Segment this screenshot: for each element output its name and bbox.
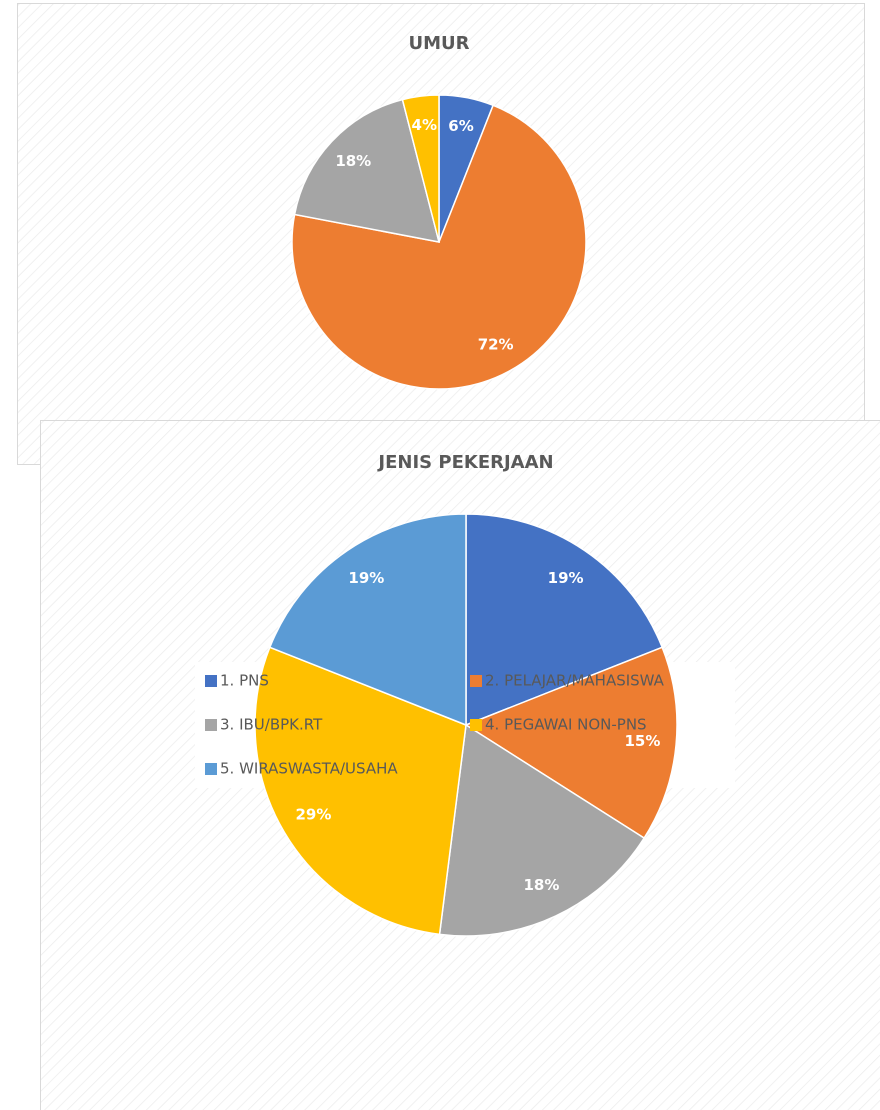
pie-slice <box>254 646 467 936</box>
data-label: 18% <box>335 152 371 170</box>
legend-label: 5. WIRASWASTA/USAHA <box>220 760 398 778</box>
data-label: 19% <box>348 569 384 587</box>
legend-label: 2. PELAJAR/MAHASISWA <box>485 672 665 690</box>
chart-umur: UMUR 6% 72% 18% 4% <box>291 33 587 390</box>
pie-slice <box>464 646 678 840</box>
chart-pekerjaan: JENIS PEKERJAAN 19% 15% 18% 29% 19% 1. PNS 2. P… <box>205 452 678 937</box>
legend-swatch <box>205 675 217 687</box>
legend-swatch <box>470 719 482 731</box>
chart-title: JENIS PEKERJAAN <box>376 452 553 473</box>
legend-label: 3. IBU/BPK.RT <box>220 716 323 734</box>
data-label: 15% <box>625 732 661 750</box>
legend-swatch <box>470 675 482 687</box>
pie-slice <box>401 94 440 243</box>
legend-label: 1. PNS <box>220 672 269 690</box>
pie-slice <box>293 98 441 243</box>
pie-slice <box>268 513 467 727</box>
data-label: 18% <box>524 876 560 894</box>
data-label: 4% <box>412 116 437 134</box>
legend-swatch <box>205 763 217 775</box>
chart-title: UMUR <box>408 33 469 54</box>
pie-slice <box>291 104 587 390</box>
data-label: 6% <box>448 117 473 135</box>
pie-slice <box>465 513 664 727</box>
data-label: 29% <box>295 806 331 824</box>
legend-label: 4. PEGAWAI NON-PNS <box>485 716 647 734</box>
legend-swatch <box>205 719 217 731</box>
pie-slice <box>438 723 646 937</box>
data-label: 19% <box>548 569 584 587</box>
data-label: 72% <box>478 336 514 354</box>
